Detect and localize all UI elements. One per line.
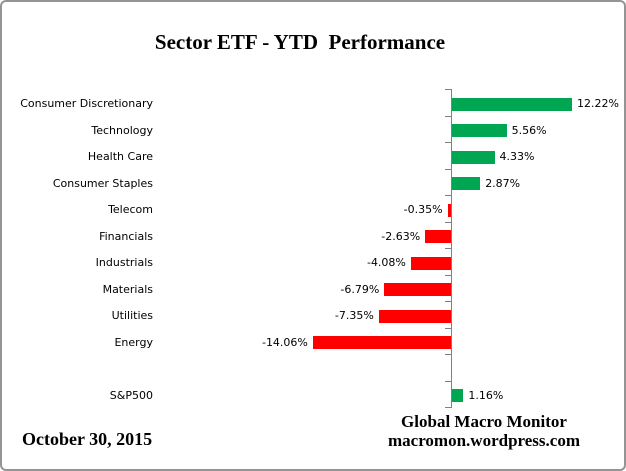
bar-consumer-staples (452, 177, 481, 191)
credit-block: Global Macro Monitor macromon.wordpress.… (334, 412, 624, 450)
axis-tick (445, 327, 451, 329)
bar-utilities (378, 309, 451, 323)
value-label-materials: -6.79% (340, 282, 380, 296)
value-label-consumer-discretionary: 12.22% (577, 97, 619, 110)
category-label-telecom: Telecom (108, 203, 153, 216)
bar-consumer-discretionary (452, 97, 572, 111)
value-label-utilities: -7.35% (334, 309, 374, 322)
value-label-energy: -14.06% (261, 335, 308, 349)
category-label-s-p500: S&P500 (109, 388, 153, 402)
axis-tick (445, 89, 451, 90)
credit-title: Global Macro Monitor (401, 412, 567, 431)
axis-tick (445, 221, 451, 223)
value-label-industrials: -4.08% (366, 256, 406, 269)
category-label-financials: Financials (99, 229, 153, 243)
value-label-health-care: 4.33% (499, 150, 535, 163)
axis-tick (445, 248, 451, 249)
value-label-consumer-staples: 2.87% (485, 176, 521, 190)
axis-tick (445, 115, 451, 117)
value-label-technology: 5.56% (511, 123, 547, 137)
category-label-energy: Energy (114, 335, 153, 349)
axis-tick (445, 407, 451, 408)
credit-url: macromon.wordpress.com (387, 431, 580, 450)
bar-materials (384, 283, 451, 297)
category-label-utilities: Utilities (111, 309, 153, 322)
category-label-industrials: Industrials (95, 256, 153, 269)
axis-tick (445, 380, 451, 382)
bar-energy (312, 336, 451, 350)
category-label-technology: Technology (91, 123, 153, 137)
category-label-health-care: Health Care (87, 150, 153, 163)
bar-technology (452, 124, 507, 138)
bar-s-p500 (452, 389, 464, 403)
bar-telecom (447, 203, 451, 217)
value-label-s-p500: 1.16% (468, 388, 504, 402)
bar-health-care (452, 150, 495, 164)
chart-title: Sector ETF - YTD Performance (154, 30, 446, 54)
axis-tick (445, 142, 451, 143)
axis-tick (445, 195, 451, 196)
value-label-telecom: -0.35% (403, 203, 443, 216)
axis-tick (445, 301, 451, 302)
category-label-consumer-staples: Consumer Staples (52, 176, 153, 190)
category-label-consumer-discretionary: Consumer Discretionary (20, 97, 153, 110)
date-label: October 30, 2015 (22, 429, 153, 449)
axis-tick (445, 168, 451, 170)
bar-financials (425, 230, 451, 244)
value-label-financials: -2.63% (381, 229, 421, 243)
axis-tick (445, 354, 451, 355)
bar-industrials (410, 256, 451, 270)
category-label-materials: Materials (102, 282, 153, 296)
axis-tick (445, 274, 451, 276)
category-axis (451, 89, 452, 408)
